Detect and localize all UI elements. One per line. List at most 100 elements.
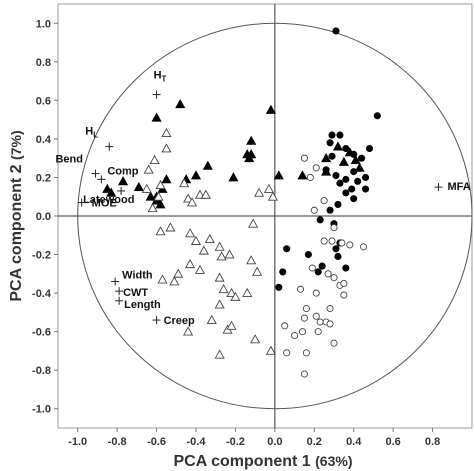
x-tick-label: 0.4 [346,436,362,448]
open-circle-point [328,237,336,245]
open-triangle-point [204,233,215,244]
open-circle-point [340,279,348,288]
unit-circle [77,22,473,410]
open-triangle-point [250,334,261,344]
open-circle-point [312,164,320,172]
filled-triangle-point [297,170,308,180]
filled-circle-point [304,250,312,259]
filled-triangle-point [202,160,213,170]
open-circle-point [330,224,338,232]
y-tick-label: -0.2 [32,250,51,262]
open-triangle-point [161,127,172,138]
loading-label: Creep [164,315,195,327]
open-circle-point [283,349,291,357]
open-triangle-point [185,228,196,238]
x-tick-label: -0.8 [108,436,127,448]
y-axis-title: PCA component 2 (7%) [8,130,25,301]
filled-circle-point [336,131,344,139]
open-triangle-point [265,345,276,355]
filled-circle-point [332,27,340,35]
y-tick-label: 0.2 [36,172,51,184]
open-triangle-point [141,183,152,193]
filled-circle-point [342,144,350,153]
open-triangle-point [214,241,225,251]
filled-circle-point [334,252,342,261]
open-triangle-point [157,274,168,284]
loading-mfa: MFA [434,181,471,193]
open-triangle-point [252,266,263,276]
loading-label: MFA [447,181,470,193]
filled-triangle-point [145,191,156,201]
x-axis-title-main: PCA component 1 [173,453,310,470]
y-tick-label: -1.0 [32,404,51,416]
filled-triangle-point [151,112,162,122]
open-triangle-point [230,291,241,301]
open-triangle-point [183,193,194,203]
filled-circle-point [361,173,370,182]
open-circle-point [302,349,310,357]
open-triangle-point [214,349,225,359]
open-triangle-point [186,197,198,207]
filled-triangle-point [321,152,332,163]
y-axis-title-main: PCA component 2 [8,164,25,301]
series-filled-circle [275,27,381,291]
filled-circle-point [342,189,350,197]
filled-circle-point [326,139,334,147]
open-circle-point [330,339,338,347]
open-triangle-point [165,222,176,232]
open-triangle-point [254,187,265,197]
open-triangle-point [173,268,184,278]
filled-circle-point [350,168,358,176]
open-circle-point [302,304,310,313]
loading-comp: Comp [97,165,139,184]
open-circle-point [300,314,308,322]
open-triangle-point [194,189,206,199]
filled-circle-point [342,175,350,183]
open-circle-point [300,154,308,162]
filled-circle-point [336,179,344,187]
filled-triangle-point [273,170,284,180]
filled-triangle-point [350,154,361,164]
open-triangle-point [149,154,160,164]
filled-triangle-point [354,162,365,172]
filled-triangle-point [133,181,144,191]
open-triangle-point [161,143,172,153]
open-triangle-point [246,255,257,265]
open-circle-point [320,237,328,245]
open-triangle-point [206,314,217,324]
filled-triangle-point [155,199,166,209]
filled-circle-point [373,112,381,120]
open-triangle-point [248,218,259,228]
open-triangle-point [200,189,211,199]
loading-length: Length [115,296,161,311]
open-triangle-point [155,226,166,236]
loading-ht: HT [152,70,167,99]
series-open-circle [281,154,368,378]
filled-triangle-point [190,170,202,180]
loading-creep: Creep [152,315,195,327]
open-triangle-point [194,264,206,274]
filled-circle-point [328,152,336,160]
y-tick-label: 0.0 [36,211,51,223]
filled-triangle-point [117,176,129,186]
y-tick-label: 0.4 [36,134,52,146]
open-triangle-point [190,235,202,245]
x-tick-label: 0.2 [307,436,322,448]
open-circle-point [308,264,316,272]
series-open-triangle [141,127,278,359]
open-circle-point [330,274,338,282]
open-triangle-point [263,183,275,193]
x-tick-label: 0.6 [385,436,400,448]
loading-label: Width [122,270,153,282]
loading-moe: MOE [77,198,117,210]
open-circle-point [300,370,308,378]
open-triangle-point [153,191,164,201]
open-circle-point [346,241,354,249]
open-triangle-point [224,249,235,259]
open-circle-point [316,318,324,326]
loading-cwt: CWT [115,287,148,299]
open-circle-point [326,320,334,328]
y-tick-label: -0.8 [32,365,51,377]
filled-circle-point [332,245,340,253]
open-triangle-point [169,276,180,286]
